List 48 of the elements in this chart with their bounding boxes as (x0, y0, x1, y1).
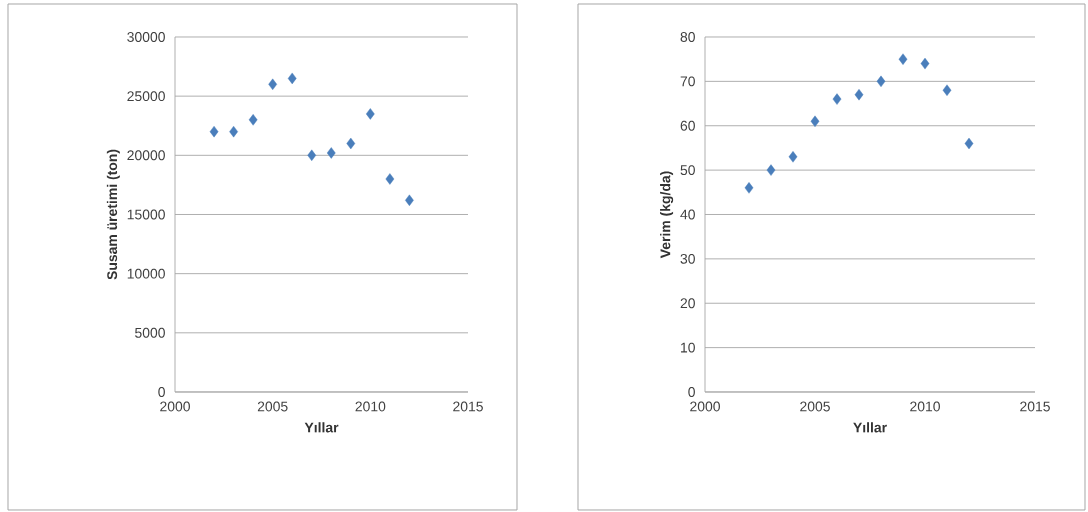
y-tick-label: 10000 (127, 268, 165, 279)
y-tick-label: 40 (680, 209, 695, 220)
point (832, 93, 842, 105)
point (287, 72, 297, 85)
y-tick-label: 80 (680, 32, 695, 42)
y-tick-label: 70 (680, 76, 695, 87)
y-tick-label: 20000 (127, 150, 165, 161)
y-tick-label: 15000 (127, 209, 165, 220)
point (366, 108, 375, 120)
x-tick-label: 2010 (910, 401, 940, 412)
x-tick-label: 2005 (800, 401, 830, 412)
point (248, 114, 258, 126)
y-tick-label: 60 (680, 120, 695, 131)
y-tick-label: 20 (680, 298, 695, 309)
point (385, 173, 395, 185)
y-tick-label: 30 (680, 253, 695, 264)
y-tick-label: 10 (681, 342, 695, 353)
y-tick-label: 5000 (135, 327, 165, 338)
x-tick-label: 2015 (1020, 401, 1050, 412)
x-tick-label: 2000 (160, 401, 190, 412)
y-axis-title: Susam üretimi (ton) (106, 149, 120, 280)
point (942, 84, 952, 96)
point (209, 125, 219, 138)
y-tick-label: 0 (158, 387, 165, 397)
x-axis-title: Yıllar (304, 422, 339, 433)
y-tick-label: 0 (688, 387, 695, 397)
point (920, 57, 930, 70)
point (788, 151, 798, 163)
y-tick-label: 50 (680, 165, 695, 176)
point (810, 115, 820, 127)
x-tick-label: 2010 (355, 401, 386, 412)
point (854, 88, 864, 101)
y-tick-label: 30000 (127, 32, 165, 42)
point (898, 53, 908, 65)
y-axis-title: Verim (kg/da) (660, 171, 674, 259)
y-tick-label: 25000 (127, 91, 165, 102)
point (307, 149, 317, 162)
x-tick-label: 2005 (257, 401, 288, 412)
x-tick-label: 2000 (690, 401, 720, 412)
point (964, 137, 974, 150)
point (876, 75, 886, 88)
point (766, 164, 776, 176)
point (346, 137, 356, 150)
point (326, 147, 336, 159)
x-axis-title: Yıllar (853, 422, 887, 433)
point (744, 182, 754, 194)
point (405, 194, 414, 206)
x-tick-label: 2015 (453, 401, 483, 412)
